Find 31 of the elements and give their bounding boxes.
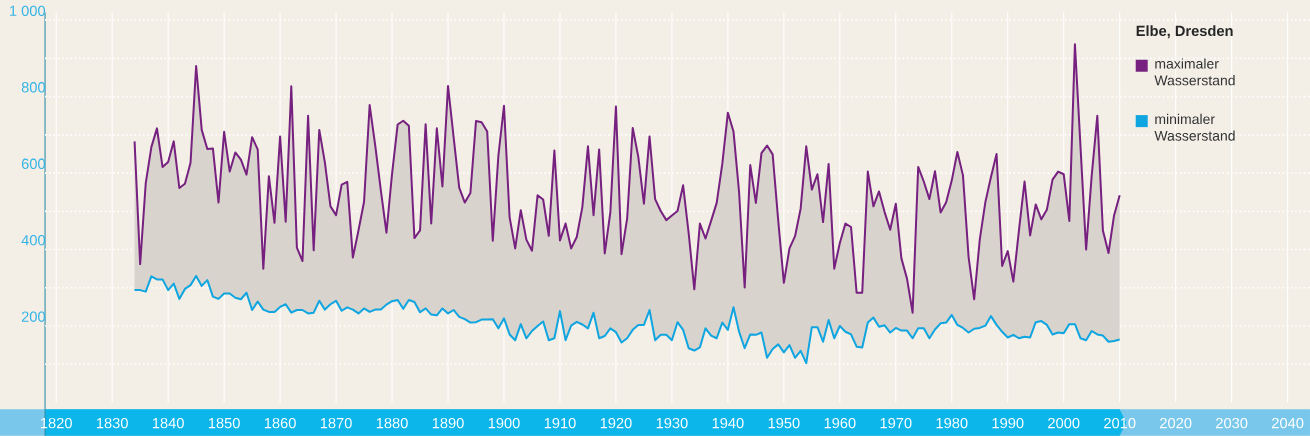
x-tick-label: 1910 <box>544 417 576 429</box>
x-tick-label: 1890 <box>432 417 464 429</box>
x-tick-label: 2010 <box>1104 417 1136 429</box>
legend-label: minimaler Wasserstand <box>1154 113 1235 141</box>
x-tick-label: 1820 <box>40 417 72 429</box>
x-tick-label: 2020 <box>1160 417 1192 429</box>
x-tick-label: 1920 <box>600 417 632 429</box>
x-tick-label: 1880 <box>376 417 408 429</box>
x-tick-label: 2000 <box>1048 417 1080 429</box>
x-tick-label: 2030 <box>1216 417 1248 429</box>
x-tick-label: 1980 <box>936 417 968 429</box>
y-tick-label: 800 <box>21 82 46 93</box>
x-tick-label: 1900 <box>488 417 520 429</box>
legend-label: maximaler Wasserstand <box>1154 58 1235 86</box>
x-tick-label: 1990 <box>992 417 1024 429</box>
y-tick-label: 600 <box>21 158 46 169</box>
x-tick-label: 1960 <box>824 417 856 429</box>
x-tick-label: 1940 <box>712 417 744 429</box>
y-tick-label: 400 <box>21 235 46 246</box>
x-tick-label: 1860 <box>264 417 296 429</box>
x-tick-label: 1930 <box>656 417 688 429</box>
x-tick-label: 1850 <box>208 417 240 429</box>
x-tick-label: 1870 <box>320 417 352 429</box>
x-tick-label: 2040 <box>1272 417 1304 429</box>
legend-title: Elbe, Dresden <box>1136 25 1233 39</box>
x-tick-label: 1840 <box>152 417 184 429</box>
y-tick-label: 1 000 <box>10 5 46 17</box>
x-tick-label: 1970 <box>880 417 912 429</box>
y-tick-label: 200 <box>21 311 46 322</box>
x-tick-label: 1830 <box>96 417 128 429</box>
x-tick-label: 1950 <box>768 417 800 429</box>
